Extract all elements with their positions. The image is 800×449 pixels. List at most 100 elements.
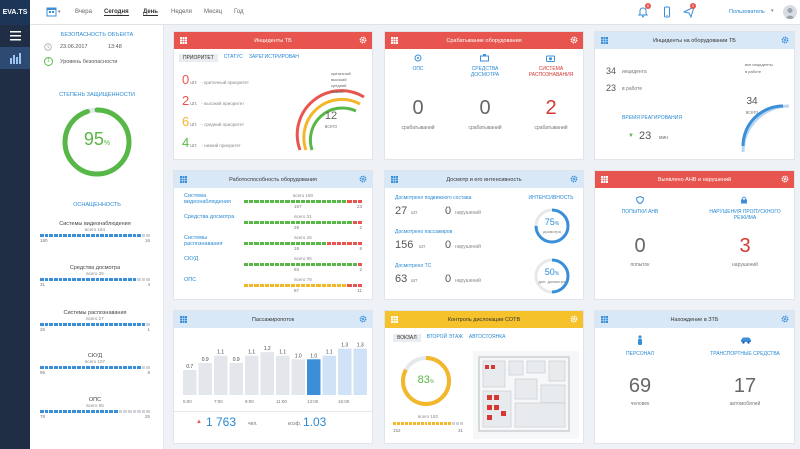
chart-bar[interactable]: [353, 348, 368, 395]
priority-label: - низкий приоритет: [201, 143, 241, 148]
performance-bar: [244, 263, 362, 266]
sotv-bar: [393, 422, 463, 425]
chart-tick-label: 9:00: [245, 399, 254, 404]
chart-bar[interactable]: [322, 355, 337, 395]
screening-count: 27: [395, 205, 408, 217]
triggers-header: Срабатывание оборудования: [385, 32, 583, 49]
sotv-ok: 152: [393, 428, 401, 433]
grid-icon[interactable]: [601, 176, 608, 183]
chart-bar[interactable]: [291, 359, 306, 395]
priority-row: 6шт. - средний приоритет: [182, 114, 244, 129]
tab-priority[interactable]: ПРИОРИТЕТ: [179, 54, 218, 62]
priority-arcs: [295, 89, 365, 151]
trigger-label-recognition: СИСТЕМА РАСПОЗНАВАНИЯ: [528, 66, 574, 78]
chevron-down-icon[interactable]: ▾: [771, 8, 774, 14]
menu-button[interactable]: [0, 25, 30, 47]
chart-bar[interactable]: [245, 355, 259, 395]
phone-icon[interactable]: [661, 6, 673, 18]
performance-total: всего 26: [294, 235, 312, 240]
incidents-tabs: ПРИОРИТЕТ СТАТУС ЗАРЕГИСТРИРОВАН: [179, 54, 372, 62]
user-label[interactable]: Пользователь: [729, 9, 765, 15]
nav-yesterday[interactable]: Вчера: [75, 9, 92, 15]
screening-violations: 0: [445, 239, 452, 251]
screening-violations: 0: [445, 205, 452, 217]
incidents-eq-card: Инциденты на оборудовании ТБ 34 инцидент…: [594, 31, 795, 160]
sotv-tabs: ВОКЗАЛ ВТОРОЙ ЭТАЖ АВТОСТОЯНКА: [393, 334, 583, 342]
ring1-value: 75: [544, 217, 555, 227]
screening-count: 63: [395, 273, 408, 285]
tab-second-floor[interactable]: ВТОРОЙ ЭТАЖ: [426, 334, 463, 340]
grid-icon[interactable]: [180, 176, 187, 183]
gear-icon[interactable]: [781, 36, 789, 44]
dashboard-button[interactable]: [0, 47, 30, 69]
gear-icon[interactable]: [359, 315, 367, 323]
gear-icon[interactable]: [570, 315, 578, 323]
app-logo[interactable]: EVA.TS: [0, 0, 30, 25]
chart-data-label: 1.0: [310, 353, 317, 359]
anv-right-label: НАРУШЕНИЯ ПРОПУСКНОГО РЕЖИМА: [709, 209, 781, 221]
passenger-header: Пассажиропоток: [174, 311, 372, 328]
grid-icon[interactable]: [601, 316, 608, 323]
equip-total: всего 184: [85, 227, 105, 232]
trigger-sub-screening: срабатываний: [468, 125, 502, 131]
chart-bar[interactable]: [276, 355, 290, 395]
tab-registered[interactable]: ЗАРЕГИСТРИРОВАН: [248, 54, 299, 60]
gear-icon[interactable]: [781, 315, 789, 323]
screening-label: Досмотрено ТС: [395, 263, 432, 269]
sotv-header: Контроль дислокации СОТВ: [385, 311, 583, 328]
equip-ok: 26: [40, 327, 46, 332]
chart-bar[interactable]: [229, 362, 244, 395]
gear-icon[interactable]: [570, 36, 578, 44]
grid-icon[interactable]: [180, 316, 187, 323]
avatar[interactable]: [783, 5, 797, 19]
chart-bar[interactable]: [338, 348, 352, 395]
screening-label: Досмотрено подвижного состава: [395, 195, 472, 201]
chevron-down-icon[interactable]: ▾: [58, 9, 61, 15]
priority-unit: шт.: [190, 122, 198, 128]
chart-bar[interactable]: [307, 359, 321, 395]
performance-bar: [244, 284, 362, 287]
nav-month[interactable]: Месяц: [204, 9, 223, 15]
priority-count: 0: [182, 72, 190, 87]
zones-header: Нахождение в ЗТБ: [595, 311, 794, 328]
nav-today[interactable]: Сегодня: [104, 9, 129, 16]
passenger-title: Пассажиропоток: [251, 316, 295, 323]
nav-year[interactable]: Год: [234, 9, 244, 15]
gear-icon[interactable]: [570, 175, 578, 183]
fire-alarm-icon: [414, 54, 422, 62]
triggers-card: Срабатывание оборудования ОПС СРЕДСТВА Д…: [384, 31, 584, 160]
bell-icon[interactable]: [637, 6, 649, 18]
performance-total: всего 31: [294, 214, 312, 219]
tab-station[interactable]: ВОКЗАЛ: [393, 334, 421, 342]
performance-name: Системы распознавания: [184, 235, 223, 247]
grid-icon[interactable]: [180, 37, 187, 44]
grid-icon[interactable]: [391, 316, 398, 323]
performance-fail: 2: [359, 267, 362, 272]
nav-week[interactable]: Неделя: [171, 9, 192, 15]
gear-icon[interactable]: [359, 36, 367, 44]
chart-bar[interactable]: [183, 370, 197, 395]
grid-icon[interactable]: [601, 37, 608, 44]
floor-plan-map[interactable]: [473, 351, 579, 439]
chart-bar[interactable]: [260, 352, 275, 395]
protection-title: СТЕПЕНЬ ЗАЩИЩЕННОСТИ: [59, 92, 135, 98]
chart-bar[interactable]: [198, 362, 213, 395]
gear-icon[interactable]: [359, 175, 367, 183]
screening-violations: 0: [445, 273, 452, 285]
gear-icon[interactable]: [781, 175, 789, 183]
equip-name: СКУД: [87, 353, 103, 359]
scanner-icon: [480, 54, 489, 62]
ring1-label: досмотра: [543, 229, 561, 234]
tab-status[interactable]: СТАТУС: [223, 54, 243, 60]
security-title: БЕЗОПАСНОСТЬ ОБЪЕКТА: [60, 32, 134, 38]
calendar-icon[interactable]: [46, 6, 57, 17]
nav-day[interactable]: День: [143, 9, 158, 16]
performance-card: Работоспособность оборудования Система в…: [173, 170, 373, 300]
grid-icon[interactable]: [391, 176, 398, 183]
screening-unit: шт: [411, 210, 418, 216]
equip-row: Системы видеонаблюдения всего 184 180 16: [40, 221, 150, 243]
chart-bar[interactable]: [214, 355, 228, 395]
chart-data-label: 1.2: [264, 346, 271, 352]
tab-parking[interactable]: АВТОСТОЯНКА: [468, 334, 506, 340]
grid-icon[interactable]: [391, 37, 398, 44]
